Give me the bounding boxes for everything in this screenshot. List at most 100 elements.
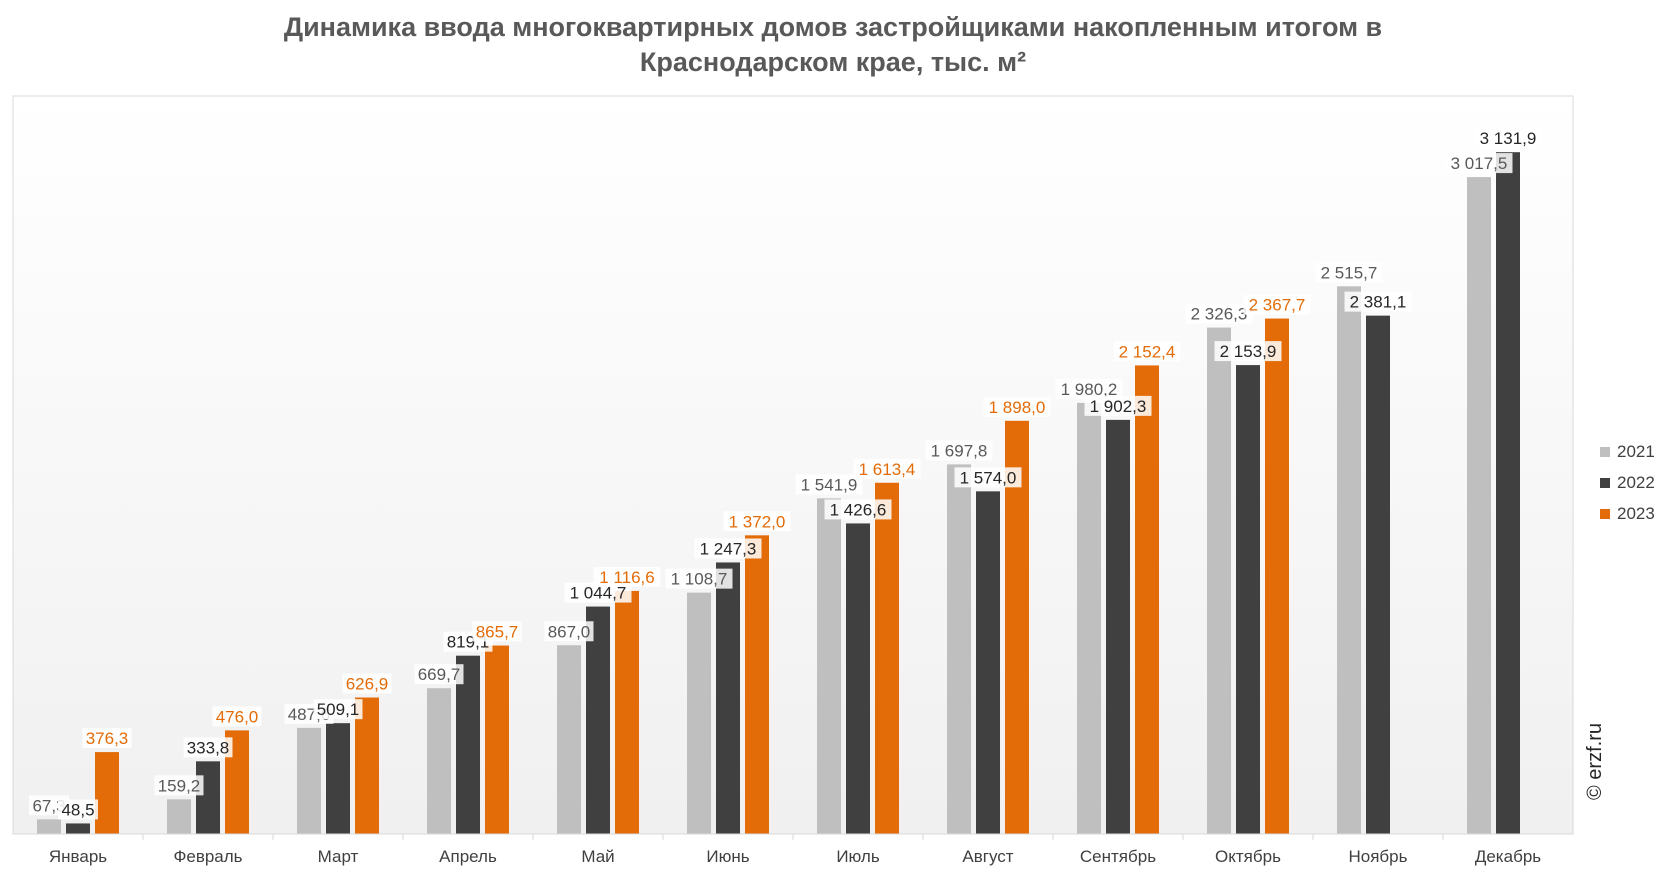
bar-2022 — [326, 723, 350, 834]
data-label-bg — [212, 706, 262, 727]
x-axis: Январь Февраль Март Апрель Май Июнь Июль Август… — [13, 833, 1573, 866]
data-label-2021: 1 108,7 — [671, 570, 728, 589]
bar-2021 — [167, 799, 191, 834]
bar-2023 — [1135, 365, 1159, 834]
data-label-bg — [983, 396, 1051, 417]
data-label-2021: 1 980,2 — [1061, 380, 1118, 399]
data-label-bg — [795, 474, 863, 495]
data-label-bg — [472, 621, 522, 642]
x-tick-label: Август — [962, 847, 1013, 866]
x-tick-label: Апрель — [439, 847, 497, 866]
bar-2023 — [355, 697, 379, 834]
bar-2021 — [37, 819, 61, 834]
bar-2021 — [687, 592, 711, 834]
bar-2021 — [297, 727, 321, 834]
bar-2021 — [947, 464, 971, 834]
data-label-bg — [593, 566, 661, 587]
legend-item-2021: 2021 — [1600, 436, 1655, 467]
data-label-2023: 1 613,4 — [859, 460, 916, 479]
data-label-2022: 1 247,3 — [700, 539, 757, 558]
bar-2021 — [1077, 402, 1101, 834]
bar-2021 — [557, 645, 581, 834]
chart-title-line-1: Динамика ввода многоквартирных домов зас… — [283, 12, 1383, 42]
legend-label-2021: 2021 — [1617, 441, 1655, 461]
data-label-bg — [183, 737, 233, 758]
bar-2022 — [1366, 315, 1390, 834]
bar-2022 — [716, 562, 740, 834]
data-label-bg — [1214, 341, 1282, 362]
bar-2022 — [66, 823, 90, 834]
data-label-2022: 1 426,6 — [830, 500, 887, 519]
data-label-bg — [1055, 378, 1123, 399]
bar-2022 — [846, 523, 870, 834]
data-label-bg — [313, 699, 363, 720]
data-label-bg — [665, 568, 733, 589]
legend-item-2023: 2023 — [1600, 498, 1655, 529]
data-label-2022: 2 381,1 — [1350, 293, 1407, 312]
data-label-2021: 2 326,3 — [1191, 305, 1248, 324]
data-label-bg — [1315, 262, 1383, 283]
bar-2022 — [1106, 419, 1130, 834]
watermark: © erzf.ru — [1584, 723, 1606, 800]
data-label-bg — [1474, 128, 1542, 149]
data-label-bg — [954, 467, 1022, 488]
legend-swatch-2022 — [1600, 477, 1610, 488]
data-label-2022: 1 574,0 — [960, 468, 1017, 487]
x-tick-label: Март — [318, 847, 359, 866]
x-tick-label: Январь — [49, 847, 107, 866]
bar-2022 — [976, 491, 1000, 834]
bar-2021 — [817, 498, 841, 834]
data-label-2022: 1 902,3 — [1090, 397, 1147, 416]
data-label-bg — [824, 499, 892, 520]
legend-label-2022: 2022 — [1617, 472, 1655, 492]
bar-2022 — [456, 655, 480, 834]
data-label-2023: 2 152,4 — [1119, 342, 1176, 361]
bar-2023 — [1005, 420, 1029, 834]
data-label-2023: 865,7 — [476, 623, 519, 642]
data-label-2022: 333,8 — [187, 738, 230, 757]
x-tick-label: Сентябрь — [1080, 847, 1156, 866]
chart-title: Динамика ввода многоквартирных домов зас… — [0, 10, 1666, 80]
data-label-2021: 159,2 — [158, 776, 201, 795]
data-label-2023: 1 372,0 — [729, 512, 786, 531]
data-label-2023: 626,9 — [346, 675, 389, 694]
data-label-2021: 67,3 — [32, 796, 65, 815]
data-label-bg — [1445, 153, 1513, 174]
data-label-2022: 509,1 — [317, 700, 360, 719]
bar-2023 — [95, 752, 119, 834]
bar-2023 — [1265, 318, 1289, 834]
bar-2022 — [1496, 152, 1520, 834]
data-label-bg — [925, 440, 993, 461]
bar-2022 — [1236, 365, 1260, 834]
x-tick-label: Ноябрь — [1349, 847, 1408, 866]
data-label-2021: 3 017,5 — [1451, 154, 1508, 173]
x-tick-label: Декабрь — [1475, 847, 1541, 866]
x-tick-label: Июнь — [706, 847, 749, 866]
data-label-2021: 669,7 — [418, 665, 461, 684]
bar-2021 — [1467, 177, 1491, 834]
data-label-bg — [414, 664, 464, 685]
bar-2023 — [615, 590, 639, 834]
data-label-bg — [564, 582, 632, 603]
legend: 2021 2022 2023 — [1600, 436, 1655, 529]
data-label-bg — [58, 799, 98, 820]
x-tick-label: Июль — [836, 847, 880, 866]
data-label-2021: 1 697,8 — [931, 441, 988, 460]
legend-swatch-2021 — [1600, 446, 1610, 457]
data-label-bg — [154, 775, 204, 796]
data-label-2021: 1 541,9 — [801, 475, 858, 494]
data-label-bg — [853, 458, 921, 479]
data-label-bg — [1084, 395, 1152, 416]
x-tick-label: Февраль — [173, 847, 242, 866]
data-label-2021: 867,0 — [548, 622, 591, 641]
bar-2021 — [1207, 327, 1231, 834]
chart-title-line-2: Краснодарском крае, тыс. м² — [639, 47, 1027, 77]
data-label-2023: 1 116,6 — [599, 568, 654, 587]
data-label-2023: 476,0 — [216, 707, 259, 726]
bar-2023 — [485, 645, 509, 834]
bar-2021 — [1337, 286, 1361, 834]
legend-label-2023: 2023 — [1617, 503, 1655, 523]
bar-2023 — [875, 482, 899, 834]
